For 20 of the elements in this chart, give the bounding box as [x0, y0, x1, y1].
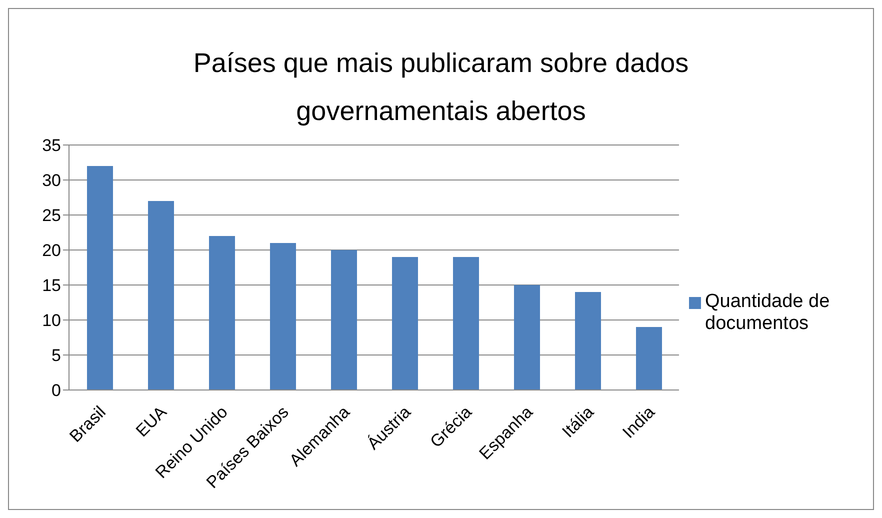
chart-title: Países que mais publicaram sobre dados governamentais abertos: [192, 47, 690, 128]
bar: [209, 236, 235, 390]
y-tick-label: 35: [42, 136, 61, 156]
bar: [514, 285, 540, 390]
y-tick-label: 5: [52, 346, 61, 366]
y-tick-label: 30: [42, 171, 61, 190]
bar: [636, 327, 662, 390]
bar: [270, 243, 296, 390]
y-tick-label: 20: [42, 241, 61, 260]
bar: [148, 201, 174, 390]
y-tick-label: 10: [42, 311, 61, 330]
legend-label: Quantidade de documentos: [705, 290, 831, 334]
bar: [331, 250, 357, 390]
y-tick-label: 25: [42, 206, 61, 226]
y-tick-label: 0: [52, 381, 61, 400]
bar: [87, 166, 113, 390]
bar: [392, 257, 418, 390]
bar: [575, 292, 601, 390]
bar: [453, 257, 479, 390]
y-tick-label: 15: [42, 276, 61, 296]
